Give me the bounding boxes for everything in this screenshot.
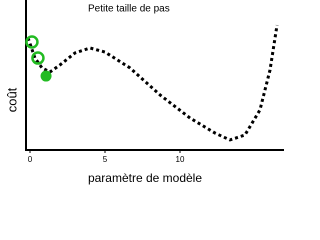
step-point bbox=[40, 70, 52, 82]
x-tick-label: 5 bbox=[103, 155, 108, 164]
cost-curve bbox=[26, 24, 279, 142]
step-ring bbox=[25, 35, 39, 49]
x-tick-label: 0 bbox=[28, 155, 33, 164]
page: {"chart_data": { "type": "line", "title"… bbox=[4, 0, 284, 186]
chart-title: Petite taille de pas bbox=[88, 4, 170, 15]
x-axis-label: paramètre de modèle bbox=[88, 171, 202, 185]
y-axis-label: coût bbox=[4, 87, 19, 112]
step-ring bbox=[31, 51, 45, 65]
chart: Petite taille de pas coût paramètre de m… bbox=[4, 0, 284, 185]
x-tick-label: 10 bbox=[176, 155, 185, 164]
